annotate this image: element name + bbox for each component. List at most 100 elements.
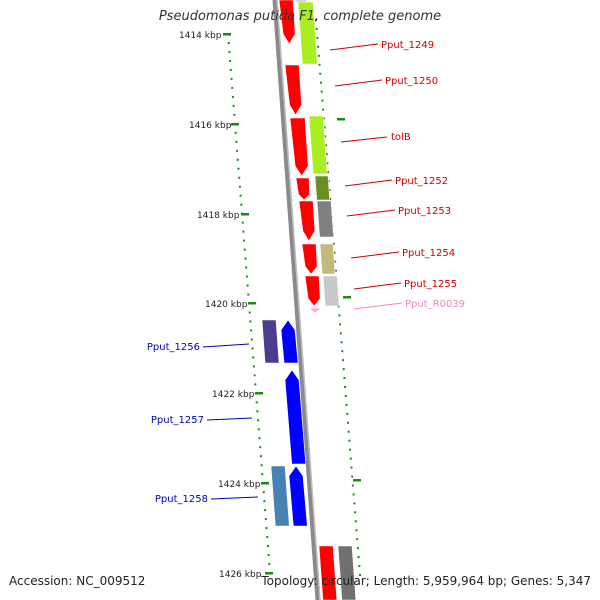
label-leader-line [353,282,402,290]
scale-label: 1418 kbp [197,211,240,221]
tick-minor [349,457,352,460]
gene-forward [289,117,309,177]
tick-minor [327,180,330,183]
tick-minor [243,248,246,251]
tick-major [241,213,249,216]
gene-forward [301,243,318,275]
tick-minor [260,464,263,467]
tick-minor [247,293,250,296]
tick-minor [234,131,237,134]
tick-minor [263,500,266,503]
tick-minor [237,167,240,170]
tick-minor [354,511,357,514]
gene-reverse [284,369,307,465]
gene-forward-cog [308,115,328,175]
tick-minor [240,203,243,206]
gene-label: Pput_1249 [381,40,434,51]
label-leader-line [350,251,400,259]
tick-minor [349,448,352,451]
gene-features [261,0,357,600]
tick-minor [326,162,329,165]
tick-minor [241,221,244,224]
tick-minor [261,473,264,476]
gene-label: Pput_1253 [398,206,451,217]
tick-minor [352,493,355,496]
tick-minor [341,359,344,362]
gene-label: Pput_R0039 [405,299,465,310]
tick-minor [356,547,359,550]
scale-label: 1424 kbp [218,480,261,490]
tick-minor [344,394,347,397]
label-leader-line [334,79,383,87]
gene-forward-cog [319,243,336,275]
tick-minor [251,347,254,350]
label-leader-line [329,43,379,51]
tick-minor [357,556,360,559]
label-leader-line [202,343,250,348]
tick-minor [332,242,335,245]
tick-minor [228,50,231,53]
backbone-line [272,0,321,600]
tick-minor [329,198,332,201]
tick-minor [350,466,353,469]
tick-major [248,302,256,305]
tick-minor [266,545,269,548]
tick-minor [340,341,343,344]
tick-major [255,392,263,395]
tick-minor [259,446,262,449]
gene-reverse-cog [270,465,290,527]
tick-minor [334,260,337,263]
tick-minor [229,59,232,62]
tick-minor [249,320,252,323]
tick-minor [243,239,246,242]
label-leader-line [340,136,388,143]
tick-minor [230,77,233,80]
tick-minor [257,419,260,422]
tick-major [261,482,269,485]
tick-minor [317,54,320,57]
gene-forward [278,0,296,45]
scale-ticks [223,19,361,576]
tick-minor [347,430,350,433]
tick-minor [245,275,248,278]
tick-minor [315,19,317,21]
gene-rna [308,307,322,314]
tick-minor [328,189,331,192]
tick-major [265,572,273,575]
tick-minor [250,338,253,341]
tick-minor [339,323,342,326]
tick-minor [319,81,322,84]
tick-minor [231,95,234,98]
scale-labels: 1414 kbp 1416 kbp 1418 kbp 1420 kbp 1422 kbp… [179,31,262,580]
tick-minor [256,410,259,413]
tick-minor [359,574,361,576]
tick-minor [355,529,358,532]
label-leader-line [346,209,396,217]
tick-minor [356,538,359,541]
tick-minor [238,176,241,179]
tick-minor [339,332,342,335]
gene-label: Pput_1252 [395,176,448,187]
gene-reverse [280,319,299,364]
tick-minor [341,350,344,353]
tick-minor [257,428,260,431]
scale-label: 1414 kbp [179,31,222,41]
tick-minor [266,536,269,539]
gene-forward [295,177,310,201]
map-title: Pseudomonas putida F1, complete genome [158,9,442,24]
tick-minor [358,565,361,568]
gene-forward [318,545,338,600]
gene-forward-cog [294,0,308,3]
label-leader-line [206,417,253,421]
tick-minor [316,36,319,39]
tick-minor [268,563,271,566]
tick-minor [342,368,345,371]
tick-major [223,33,231,36]
tick-minor [264,518,267,521]
scale-label: 1420 kbp [205,300,248,310]
tick-minor [259,455,262,458]
tick-minor [343,377,346,380]
tick-minor [354,520,357,523]
tick-major [353,479,361,482]
tick-minor [264,509,267,512]
